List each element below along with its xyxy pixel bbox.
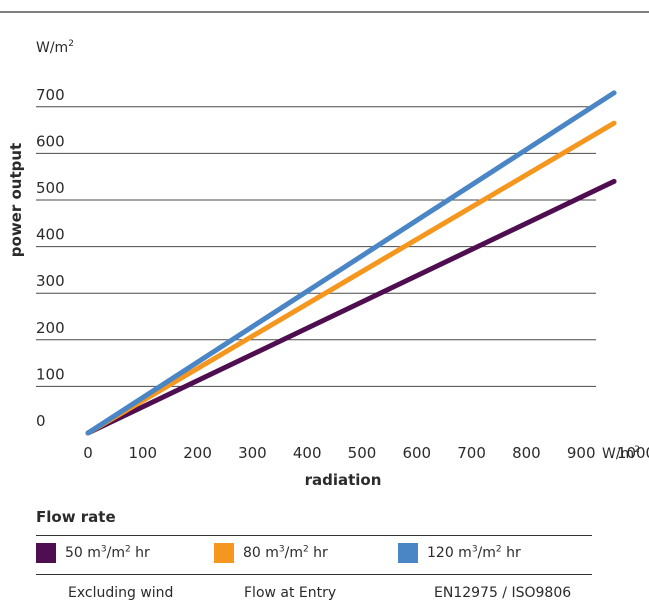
power-output-chart: 0 100 200 300 400 500 600 700 0 100 200 300 400 500 6…	[0, 11, 649, 489]
legend-item-50: 50 m3/m2 hr	[36, 543, 150, 563]
legend-top-rule	[36, 535, 592, 536]
grid-lines	[36, 106, 596, 387]
y-tick-500: 500	[36, 179, 65, 197]
x-tick-300: 300	[238, 444, 267, 462]
legend-label: 120 m3/m2 hr	[427, 544, 521, 561]
y-tick-600: 600	[36, 132, 65, 150]
series-line-3	[85, 90, 617, 436]
note-flow-at-entry: Flow at Entry	[244, 585, 337, 601]
legend-swatch	[36, 543, 56, 563]
x-tick-200: 200	[183, 444, 212, 462]
x-tick-700: 700	[457, 444, 486, 462]
note-excluding-wind: Excluding wind	[68, 585, 174, 601]
y-tick-300: 300	[36, 272, 65, 290]
x-tick-600: 600	[402, 444, 431, 462]
x-axis-title: radiation	[305, 471, 382, 489]
legend-label: 50 m3/m2 hr	[65, 544, 150, 561]
y-tick-0: 0	[36, 412, 46, 430]
legend-label: 80 m3/m2 hr	[243, 544, 328, 561]
x-tick-0: 0	[83, 444, 93, 462]
legend-item-120: 120 m3/m2 hr	[398, 543, 521, 563]
legend-bottom-rule	[36, 574, 592, 575]
y-axis-title: power output	[7, 143, 25, 257]
legend-swatch	[214, 543, 234, 563]
y-tick-labels: 0 100 200 300 400 500 600 700	[36, 86, 65, 430]
series-lines	[85, 90, 617, 436]
x-tick-500: 500	[348, 444, 377, 462]
x-tick-400: 400	[293, 444, 322, 462]
legend-title: Flow rate	[36, 508, 116, 526]
legend-swatch	[398, 543, 418, 563]
y-tick-200: 200	[36, 319, 65, 337]
x-tick-labels: 010020030040050060070080090010001100	[83, 444, 649, 462]
y-tick-400: 400	[36, 226, 65, 244]
x-axis-unit: W/m2	[602, 445, 640, 462]
x-tick-900: 900	[567, 444, 596, 462]
y-axis-unit: W/m2	[36, 39, 74, 56]
legend-item-80: 80 m3/m2 hr	[214, 543, 328, 563]
x-tick-100: 100	[128, 444, 157, 462]
series-line-2	[85, 120, 617, 436]
x-tick-800: 800	[512, 444, 541, 462]
y-tick-100: 100	[36, 365, 65, 383]
y-tick-700: 700	[36, 86, 65, 104]
x-tick-1000: 1000	[617, 444, 649, 462]
legend: 50 m3/m2 hr 80 m3/m2 hr 120 m3/m2 hr	[36, 543, 592, 571]
series-line-1	[85, 178, 617, 436]
note-standard: EN12975 / ISO9806	[434, 585, 572, 601]
